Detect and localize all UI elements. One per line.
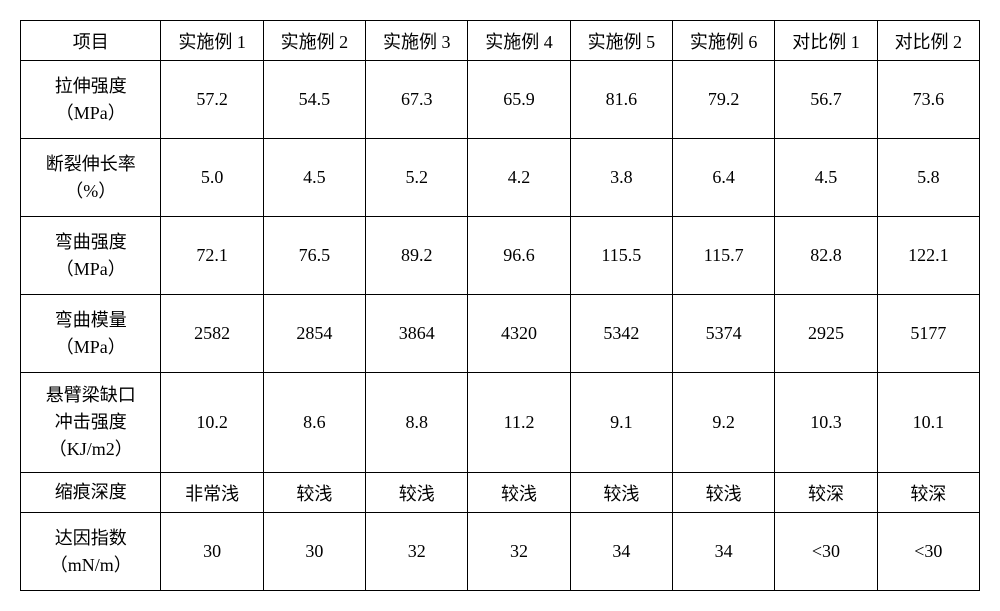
row-label-line: （MPa） — [56, 259, 126, 279]
table-cell: 57.2 — [161, 61, 263, 139]
row-label: 悬臂梁缺口冲击强度 （KJ/m2） — [21, 373, 161, 473]
table-cell: 30 — [263, 513, 365, 591]
table-cell: 10.2 — [161, 373, 263, 473]
row-label-line: 断裂伸长率 — [46, 154, 136, 174]
table-cell: 5.0 — [161, 139, 263, 217]
row-label: 达因指数 （mN/m） — [21, 513, 161, 591]
table-row: 断裂伸长率（%）5.04.55.24.23.86.44.55.8 — [21, 139, 980, 217]
table-cell: 10.1 — [877, 373, 979, 473]
col-header-ex2: 实施例 2 — [263, 21, 365, 61]
col-header-label: 项目 — [21, 21, 161, 61]
table-cell: 9.1 — [570, 373, 672, 473]
table-cell: 96.6 — [468, 217, 570, 295]
row-label: 缩痕深度 — [21, 473, 161, 513]
table-cell: 115.5 — [570, 217, 672, 295]
table-header-row: 项目 实施例 1 实施例 2 实施例 3 实施例 4 实施例 5 实施例 6 对… — [21, 21, 980, 61]
row-label: 断裂伸长率 （%） — [21, 139, 161, 217]
col-header-ex1: 实施例 1 — [161, 21, 263, 61]
table-cell: 122.1 — [877, 217, 979, 295]
col-header-ex3: 实施例 3 — [366, 21, 468, 61]
table-cell: 67.3 — [366, 61, 468, 139]
row-label-line: 缩痕深度 — [55, 482, 127, 502]
row-label-line: 弯曲模量 — [55, 310, 127, 330]
materials-properties-table: 项目 实施例 1 实施例 2 实施例 3 实施例 4 实施例 5 实施例 6 对… — [20, 20, 980, 591]
row-label-line: （mN/m） — [50, 555, 132, 575]
table-cell: 10.3 — [775, 373, 877, 473]
table-cell: 79.2 — [673, 61, 775, 139]
table-row: 弯曲强度 （MPa） 72.176.589.296.6115.5115.782.81… — [21, 217, 980, 295]
table-row: 达因指数（mN/m）303032323434<30<30 — [21, 513, 980, 591]
table-cell: 较浅 — [673, 473, 775, 513]
table-cell: 较深 — [877, 473, 979, 513]
table-cell: 54.5 — [263, 61, 365, 139]
table-body: 拉伸强度 （MPa） 57.254.567.365.981.679.256.773.… — [21, 61, 980, 591]
table-cell: 较浅 — [366, 473, 468, 513]
table-cell: 5342 — [570, 295, 672, 373]
table-cell: 3864 — [366, 295, 468, 373]
table-cell: 34 — [570, 513, 672, 591]
row-label-line: 拉伸强度 — [55, 76, 127, 96]
row-label-line: 弯曲强度 — [55, 232, 127, 252]
col-header-cmp2: 对比例 2 — [877, 21, 979, 61]
table-cell: 3.8 — [570, 139, 672, 217]
table-cell: 较浅 — [570, 473, 672, 513]
row-label-line: 冲击强度 — [55, 412, 127, 432]
table-cell: 9.2 — [673, 373, 775, 473]
table-cell: 4320 — [468, 295, 570, 373]
table-cell: 较浅 — [263, 473, 365, 513]
col-header-ex5: 实施例 5 — [570, 21, 672, 61]
row-label-line: （MPa） — [56, 337, 126, 357]
table-row: 缩痕深度非常浅较浅较浅较浅较浅较浅较深较深 — [21, 473, 980, 513]
row-label-line: 达因指数 — [55, 528, 127, 548]
col-header-ex6: 实施例 6 — [673, 21, 775, 61]
table-cell: 32 — [468, 513, 570, 591]
table-cell: <30 — [877, 513, 979, 591]
table-cell: 2854 — [263, 295, 365, 373]
row-label: 弯曲强度 （MPa） — [21, 217, 161, 295]
table-cell: 32 — [366, 513, 468, 591]
table-cell: 89.2 — [366, 217, 468, 295]
table-cell: 65.9 — [468, 61, 570, 139]
col-header-cmp1: 对比例 1 — [775, 21, 877, 61]
table-cell: 2582 — [161, 295, 263, 373]
table-cell: 82.8 — [775, 217, 877, 295]
table-row: 悬臂梁缺口冲击强度 （KJ/m2） 10.28.68.811.29.19.210.3… — [21, 373, 980, 473]
table-cell: 4.5 — [263, 139, 365, 217]
table-cell: 11.2 — [468, 373, 570, 473]
table-cell: 4.2 — [468, 139, 570, 217]
table-cell: 5374 — [673, 295, 775, 373]
table-cell: 8.8 — [366, 373, 468, 473]
table-cell: 30 — [161, 513, 263, 591]
table-cell: 8.6 — [263, 373, 365, 473]
row-label: 拉伸强度 （MPa） — [21, 61, 161, 139]
table-cell: 6.4 — [673, 139, 775, 217]
col-header-ex4: 实施例 4 — [468, 21, 570, 61]
row-label: 弯曲模量 （MPa） — [21, 295, 161, 373]
table-cell: 81.6 — [570, 61, 672, 139]
row-label-line: （MPa） — [56, 103, 126, 123]
table-cell: 5.2 — [366, 139, 468, 217]
row-label-line: 悬臂梁缺口 — [46, 385, 136, 405]
table-cell: 4.5 — [775, 139, 877, 217]
table-cell: <30 — [775, 513, 877, 591]
table-row: 拉伸强度 （MPa） 57.254.567.365.981.679.256.773.… — [21, 61, 980, 139]
table-cell: 115.7 — [673, 217, 775, 295]
table-cell: 5177 — [877, 295, 979, 373]
table-cell: 2925 — [775, 295, 877, 373]
table-cell: 较深 — [775, 473, 877, 513]
table-cell: 72.1 — [161, 217, 263, 295]
table-cell: 较浅 — [468, 473, 570, 513]
row-label-line: （KJ/m2） — [49, 439, 133, 459]
row-label-line: （%） — [65, 181, 116, 201]
table-cell: 73.6 — [877, 61, 979, 139]
table-cell: 76.5 — [263, 217, 365, 295]
table-cell: 5.8 — [877, 139, 979, 217]
table-row: 弯曲模量 （MPa） 2582285438644320534253742925517… — [21, 295, 980, 373]
table-cell: 非常浅 — [161, 473, 263, 513]
table-cell: 56.7 — [775, 61, 877, 139]
table-cell: 34 — [673, 513, 775, 591]
